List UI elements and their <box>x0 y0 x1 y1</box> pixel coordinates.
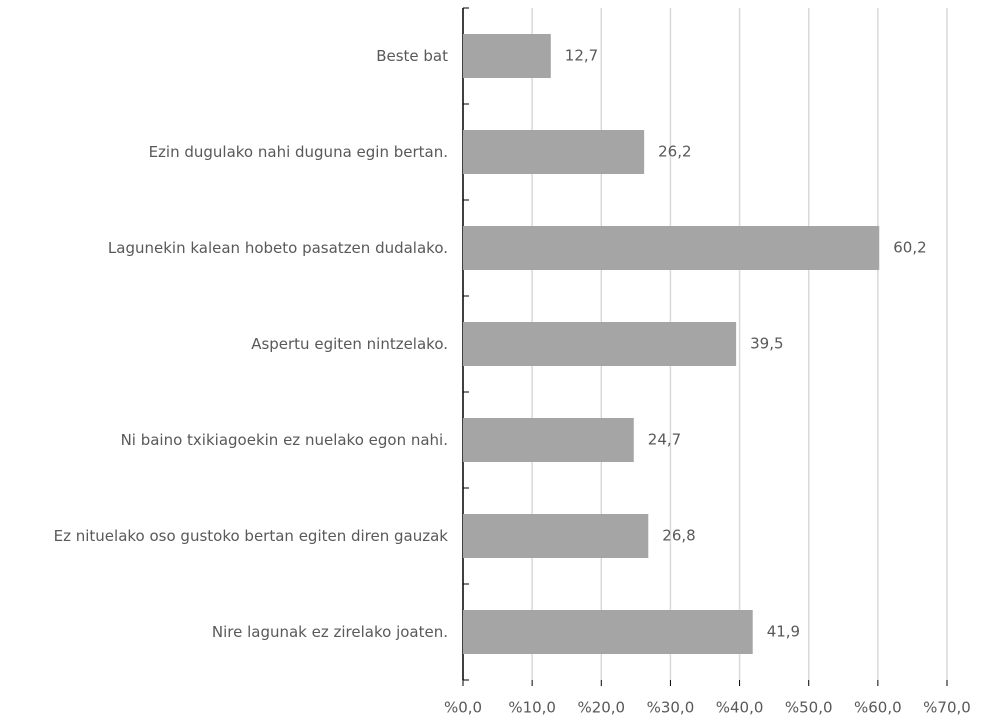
x-tick-label: %60,0 <box>854 699 902 717</box>
y-tick-label: Ez nituelako oso gustoko bertan egiten d… <box>8 526 448 546</box>
bar <box>463 418 634 462</box>
bar <box>463 34 551 78</box>
category-text: Ni baino txikiagoekin ez nuelako egon na… <box>120 431 448 449</box>
y-tick-label: Ezin dugulako nahi duguna egin bertan. <box>8 142 448 162</box>
x-tick-label: %40,0 <box>716 699 764 717</box>
bar <box>463 226 880 270</box>
x-tick-label: %20,0 <box>577 699 625 717</box>
value-label: 60,2 <box>893 239 926 257</box>
value-label: 26,2 <box>658 143 691 161</box>
x-tick-label: %10,0 <box>508 699 556 717</box>
category-text: Beste bat <box>376 47 448 65</box>
value-label: 24,7 <box>648 431 681 449</box>
bar <box>463 514 649 558</box>
value-label: 41,9 <box>767 623 800 641</box>
y-tick-label: Lagunekin kalean hobeto pasatzen dudalak… <box>8 238 448 258</box>
bar <box>463 130 645 174</box>
x-tick-label: %30,0 <box>647 699 695 717</box>
x-tick-label: %0,0 <box>444 699 482 717</box>
category-text: Ez nituelako oso gustoko bertan egiten d… <box>53 527 448 545</box>
y-tick-label: Ni baino txikiagoekin ez nuelako egon na… <box>8 430 448 450</box>
y-tick-label: Aspertu egiten nintzelako. <box>8 334 448 354</box>
category-text: Aspertu egiten nintzelako. <box>251 335 448 353</box>
bar <box>463 322 737 366</box>
y-tick-label: Beste bat <box>8 46 448 66</box>
category-text: Lagunekin kalean hobeto pasatzen dudalak… <box>107 239 448 257</box>
x-tick-label: %70,0 <box>923 699 971 717</box>
category-text: Ezin dugulako nahi duguna egin bertan. <box>148 143 448 161</box>
value-label: 39,5 <box>750 335 783 353</box>
y-tick-label: Nire lagunak ez zirelako joaten. <box>8 622 448 642</box>
value-label: 26,8 <box>662 527 695 545</box>
value-label: 12,7 <box>565 47 598 65</box>
category-text: Nire lagunak ez zirelako joaten. <box>211 623 448 641</box>
x-tick-label: %50,0 <box>785 699 833 717</box>
bar <box>463 610 753 654</box>
